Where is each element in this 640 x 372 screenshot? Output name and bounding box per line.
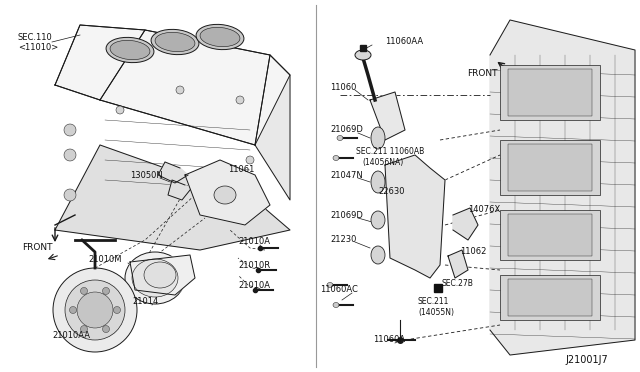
Polygon shape	[158, 162, 188, 183]
Text: 21069D: 21069D	[330, 125, 363, 135]
FancyBboxPatch shape	[508, 279, 592, 316]
Text: 21010R: 21010R	[238, 260, 270, 269]
Text: 21230: 21230	[330, 235, 356, 244]
Ellipse shape	[371, 246, 385, 264]
Ellipse shape	[371, 127, 385, 149]
Circle shape	[176, 86, 184, 94]
Circle shape	[64, 189, 76, 201]
Text: SEC.211 11060AB: SEC.211 11060AB	[356, 147, 424, 155]
Text: 21069D: 21069D	[330, 211, 363, 219]
Text: SEC.110: SEC.110	[18, 33, 52, 42]
Ellipse shape	[132, 259, 178, 297]
Polygon shape	[55, 25, 290, 145]
FancyBboxPatch shape	[500, 65, 600, 120]
Circle shape	[64, 149, 76, 161]
Ellipse shape	[106, 37, 154, 62]
Text: 11060: 11060	[330, 83, 356, 93]
FancyBboxPatch shape	[508, 69, 592, 116]
Polygon shape	[385, 155, 445, 278]
Text: 21010A: 21010A	[238, 280, 270, 289]
Text: 21014: 21014	[132, 298, 158, 307]
Polygon shape	[185, 160, 270, 225]
Text: 21010M: 21010M	[88, 256, 122, 264]
Ellipse shape	[200, 28, 240, 46]
Text: 21010A: 21010A	[238, 237, 270, 247]
Text: 21047N: 21047N	[330, 170, 363, 180]
FancyBboxPatch shape	[500, 140, 600, 195]
FancyBboxPatch shape	[508, 144, 592, 191]
Text: 11062: 11062	[460, 247, 486, 257]
Ellipse shape	[196, 25, 244, 49]
Text: J21001J7: J21001J7	[565, 355, 608, 365]
Text: 21010AA: 21010AA	[52, 330, 90, 340]
Ellipse shape	[371, 211, 385, 229]
Text: SEC.211: SEC.211	[418, 298, 449, 307]
Text: SEC.27B: SEC.27B	[442, 279, 474, 288]
Ellipse shape	[151, 29, 199, 55]
Text: 22630: 22630	[378, 187, 404, 196]
Text: FRONT: FRONT	[467, 68, 497, 77]
Circle shape	[246, 156, 254, 164]
Polygon shape	[130, 255, 195, 295]
Text: 14076X: 14076X	[468, 205, 500, 215]
Circle shape	[64, 124, 76, 136]
Text: <11010>: <11010>	[18, 44, 58, 52]
Polygon shape	[100, 30, 270, 145]
Ellipse shape	[110, 41, 150, 60]
Circle shape	[236, 96, 244, 104]
Circle shape	[65, 280, 125, 340]
Polygon shape	[370, 92, 405, 140]
Polygon shape	[255, 55, 290, 200]
Circle shape	[113, 307, 120, 314]
Ellipse shape	[371, 171, 385, 193]
Polygon shape	[448, 250, 468, 278]
Polygon shape	[55, 145, 290, 250]
Polygon shape	[490, 20, 635, 355]
Ellipse shape	[125, 252, 185, 304]
FancyBboxPatch shape	[508, 214, 592, 256]
Text: (14055N): (14055N)	[418, 308, 454, 317]
FancyBboxPatch shape	[500, 275, 600, 320]
Polygon shape	[168, 180, 190, 200]
Ellipse shape	[333, 155, 339, 160]
Circle shape	[53, 268, 137, 352]
Circle shape	[70, 307, 77, 314]
Text: 11060AA: 11060AA	[385, 38, 423, 46]
Ellipse shape	[355, 50, 371, 60]
Circle shape	[81, 326, 88, 333]
Polygon shape	[55, 25, 145, 100]
Text: FRONT: FRONT	[22, 244, 52, 253]
Circle shape	[102, 288, 109, 295]
Ellipse shape	[214, 186, 236, 204]
Circle shape	[81, 288, 88, 295]
Circle shape	[116, 106, 124, 114]
Ellipse shape	[327, 282, 333, 288]
Ellipse shape	[333, 302, 339, 308]
Text: 11060A: 11060A	[373, 336, 405, 344]
Text: 13050N: 13050N	[130, 170, 163, 180]
Circle shape	[102, 326, 109, 333]
FancyBboxPatch shape	[500, 210, 600, 260]
Ellipse shape	[337, 135, 343, 141]
Text: 11061: 11061	[228, 166, 254, 174]
Text: 11060AC: 11060AC	[320, 285, 358, 295]
Text: (14056NA): (14056NA)	[362, 157, 403, 167]
Ellipse shape	[144, 262, 176, 288]
Polygon shape	[453, 208, 478, 240]
Circle shape	[77, 292, 113, 328]
Ellipse shape	[155, 32, 195, 52]
